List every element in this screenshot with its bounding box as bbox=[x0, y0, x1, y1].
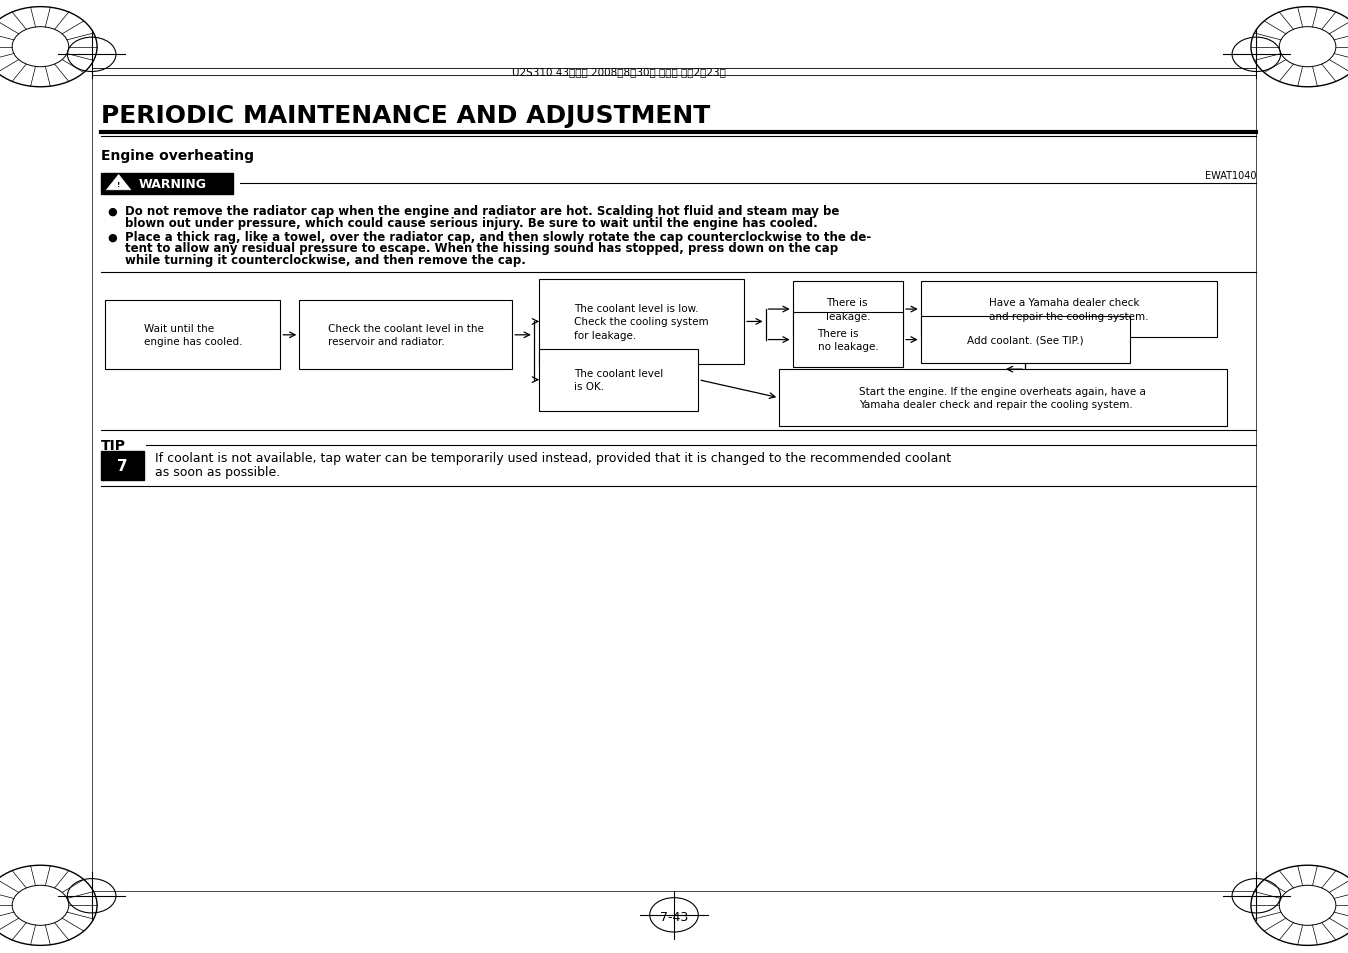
Text: ●: ● bbox=[106, 233, 117, 242]
Text: U2S310 43ページ 2008年8月30日 土曜日 午後2時23分: U2S310 43ページ 2008年8月30日 土曜日 午後2時23分 bbox=[512, 68, 727, 77]
Polygon shape bbox=[106, 175, 131, 191]
Bar bbox=[101, 452, 144, 480]
Text: TIP: TIP bbox=[101, 438, 127, 452]
Text: The coolant level is low.
Check the cooling system
for leakage.: The coolant level is low. Check the cool… bbox=[574, 304, 709, 340]
Text: tent to allow any residual pressure to escape. When the hissing sound has stoppe: tent to allow any residual pressure to e… bbox=[125, 242, 838, 255]
Bar bbox=[539, 350, 698, 412]
Circle shape bbox=[12, 885, 69, 925]
Bar bbox=[105, 301, 280, 370]
Text: 7-43: 7-43 bbox=[661, 910, 687, 923]
Text: There is
leakage.: There is leakage. bbox=[825, 298, 871, 321]
Circle shape bbox=[1279, 885, 1336, 925]
Text: Wait until the
engine has cooled.: Wait until the engine has cooled. bbox=[143, 324, 243, 347]
Bar bbox=[793, 282, 903, 337]
Text: while turning it counterclockwise, and then remove the cap.: while turning it counterclockwise, and t… bbox=[125, 253, 526, 267]
Text: Have a Yamaha dealer check
and repair the cooling system.: Have a Yamaha dealer check and repair th… bbox=[989, 298, 1148, 321]
Text: as soon as possible.: as soon as possible. bbox=[155, 465, 280, 478]
Bar bbox=[921, 282, 1217, 337]
Text: EWAT1040: EWAT1040 bbox=[1205, 171, 1256, 180]
Text: Add coolant. (See TIP.): Add coolant. (See TIP.) bbox=[967, 335, 1084, 345]
Bar bbox=[539, 279, 744, 365]
Text: The coolant level
is OK.: The coolant level is OK. bbox=[574, 369, 663, 392]
Text: Start the engine. If the engine overheats again, have a
Yamaha dealer check and : Start the engine. If the engine overheat… bbox=[860, 387, 1146, 410]
Text: Engine overheating: Engine overheating bbox=[101, 150, 255, 163]
Text: If coolant is not available, tap water can be temporarily used instead, provided: If coolant is not available, tap water c… bbox=[155, 452, 952, 465]
Circle shape bbox=[12, 28, 69, 68]
Text: !: ! bbox=[117, 182, 120, 188]
Bar bbox=[921, 316, 1130, 364]
Bar bbox=[101, 173, 233, 194]
Text: ●: ● bbox=[106, 207, 117, 216]
Text: WARNING: WARNING bbox=[139, 177, 206, 191]
Text: There is
no leakage.: There is no leakage. bbox=[817, 329, 879, 352]
Bar bbox=[793, 313, 903, 368]
Text: PERIODIC MAINTENANCE AND ADJUSTMENT: PERIODIC MAINTENANCE AND ADJUSTMENT bbox=[101, 104, 710, 129]
Text: 7: 7 bbox=[117, 458, 128, 474]
Bar bbox=[779, 370, 1227, 427]
Text: blown out under pressure, which could cause serious injury. Be sure to wait unti: blown out under pressure, which could ca… bbox=[125, 216, 818, 230]
Text: Do not remove the radiator cap when the engine and radiator are hot. Scalding ho: Do not remove the radiator cap when the … bbox=[125, 205, 840, 218]
Text: Place a thick rag, like a towel, over the radiator cap, and then slowly rotate t: Place a thick rag, like a towel, over th… bbox=[125, 231, 872, 244]
Bar bbox=[299, 301, 512, 370]
Text: Check the coolant level in the
reservoir and radiator.: Check the coolant level in the reservoir… bbox=[328, 324, 484, 347]
Circle shape bbox=[1279, 28, 1336, 68]
